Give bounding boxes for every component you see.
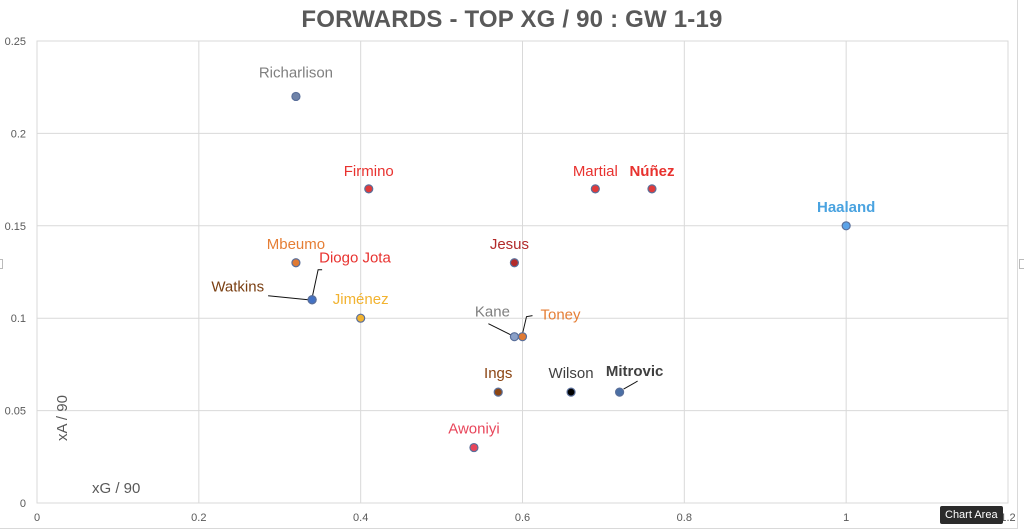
data-label: Jesus: [490, 236, 529, 253]
data-label: Richarlison: [259, 64, 333, 81]
data-label: Watkins: [211, 279, 264, 296]
resize-handle-left[interactable]: [0, 259, 3, 269]
x-tick-label: 0.6: [515, 512, 530, 524]
chart-title: FORWARDS - TOP XG / 90 : GW 1-19: [301, 6, 723, 33]
data-point[interactable]: [647, 184, 657, 194]
resize-handle-right[interactable]: [1019, 259, 1024, 269]
leader-line: [623, 380, 638, 390]
data-label: Haaland: [817, 199, 875, 216]
data-point[interactable]: [590, 184, 600, 194]
data-label: Mitrovic: [606, 363, 664, 380]
data-label: Diogo Jota: [319, 250, 391, 267]
data-point[interactable]: [614, 387, 625, 397]
y-tick-label: 0.15: [5, 221, 26, 233]
data-points: [291, 91, 851, 453]
data-label: Ings: [484, 365, 512, 382]
data-label: Firmino: [344, 163, 394, 180]
y-axis-title: xA / 90: [54, 395, 71, 441]
data-label: Jiménez: [333, 291, 389, 308]
y-tick-label: 0.05: [5, 406, 26, 418]
data-label: Mbeumo: [267, 236, 325, 253]
y-tick-label: 0: [20, 498, 26, 510]
data-point[interactable]: [566, 387, 576, 397]
data-point[interactable]: [517, 332, 528, 342]
data-point[interactable]: [356, 313, 366, 323]
leader-line: [522, 315, 533, 334]
y-tick-label: 0.2: [11, 128, 26, 140]
leader-line: [268, 295, 309, 301]
data-point[interactable]: [364, 184, 374, 194]
data-point[interactable]: [307, 295, 317, 305]
data-point[interactable]: [469, 442, 479, 453]
x-tick-label: 0.2: [191, 512, 206, 524]
data-label: Núñez: [629, 163, 674, 180]
y-tick-label: 0.25: [5, 36, 26, 48]
x-tick-label: 0.8: [677, 512, 692, 524]
axis-ticks: 0 0.2 0.4 0.6 0.8 1 1.2 0 0.05 0.1 0.15 0.2 0.25: [5, 36, 1016, 524]
leader-lines: [268, 269, 638, 390]
data-label: Awoniyi: [448, 421, 499, 438]
data-label: Wilson: [549, 365, 594, 382]
leader-line: [311, 269, 323, 298]
data-label: Kane: [475, 304, 510, 321]
x-tick-label: 0.4: [353, 512, 368, 524]
data-label: Martial: [573, 163, 618, 180]
data-label: Toney: [541, 307, 582, 324]
data-point[interactable]: [509, 332, 520, 342]
leader-line: [488, 323, 511, 336]
chart-area-tooltip: Chart Area: [940, 506, 1003, 524]
gridlines: [36, 40, 1009, 504]
data-point[interactable]: [509, 258, 520, 268]
x-tick-label: 1.2: [1000, 512, 1015, 524]
data-point[interactable]: [291, 258, 301, 268]
data-point[interactable]: [291, 91, 301, 102]
x-axis-title: xG / 90: [92, 480, 140, 497]
y-tick-label: 0.1: [11, 313, 26, 325]
data-point[interactable]: [493, 387, 503, 397]
x-tick-label: 0: [34, 512, 40, 524]
data-labels: Richarlison Firmino Martial Núñez Haaland Mbe…: [211, 64, 875, 437]
x-tick-label: 1: [843, 512, 849, 524]
data-point[interactable]: [841, 221, 851, 231]
